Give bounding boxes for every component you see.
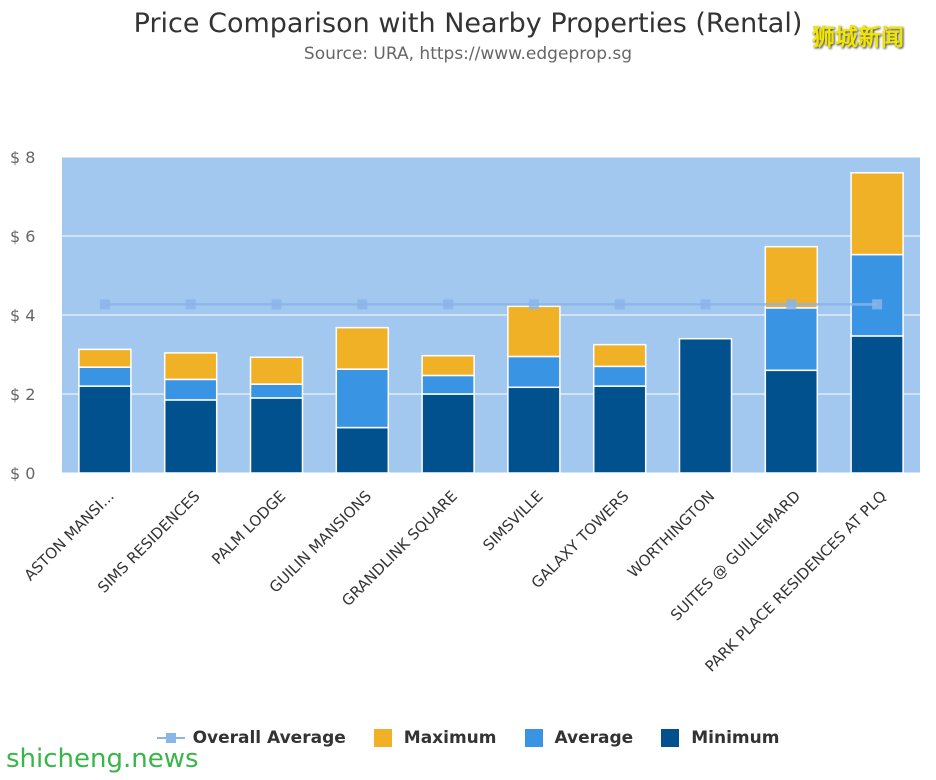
legend-label: Average bbox=[554, 728, 634, 748]
legend-symbol-box bbox=[373, 729, 392, 747]
watermark-top: 狮城新闻 bbox=[812, 25, 904, 51]
bar-average bbox=[421, 374, 475, 395]
watermark-bottom: shicheng.news bbox=[6, 744, 199, 774]
y-tick-label: $ 4 bbox=[10, 306, 35, 325]
bar-average bbox=[249, 383, 304, 399]
overall-average-point bbox=[357, 299, 368, 310]
chart-title: Price Comparison with Nearby Properties … bbox=[133, 8, 803, 39]
bar-minimum bbox=[249, 397, 304, 474]
legend-label: Overall Average bbox=[192, 728, 346, 748]
legend-label: Maximum bbox=[403, 728, 497, 748]
y-tick-label: $ 6 bbox=[10, 227, 35, 246]
legend-item-average[interactable]: Average bbox=[524, 728, 634, 748]
overall-average-point bbox=[99, 299, 110, 310]
bar-maximum bbox=[249, 356, 304, 385]
x-tick-label: SIMSVILLE bbox=[479, 487, 546, 554]
bar-average bbox=[764, 307, 819, 372]
x-tick-label: ASTON MANSI... bbox=[21, 487, 118, 584]
bar-maximum bbox=[78, 348, 132, 368]
overall-average-point bbox=[700, 299, 711, 310]
bar-minimum bbox=[678, 337, 733, 474]
y-tick-label: $ 8 bbox=[10, 148, 35, 167]
bar-average bbox=[78, 366, 132, 387]
x-tick-label: WORTHINGTON bbox=[624, 487, 718, 581]
legend-label: Minimum bbox=[691, 728, 780, 748]
bar-maximum bbox=[764, 245, 819, 309]
y-tick-label: $ 0 bbox=[10, 464, 35, 483]
legend-item-overall-average[interactable]: Overall Average bbox=[156, 728, 346, 748]
legend-symbol-box bbox=[661, 729, 680, 747]
bar-maximum bbox=[592, 343, 647, 368]
bar-maximum bbox=[335, 326, 390, 370]
overall-average-point bbox=[443, 299, 454, 310]
bar-maximum bbox=[163, 352, 218, 381]
overall-average-point bbox=[872, 299, 883, 310]
legend-item-maximum[interactable]: Maximum bbox=[373, 728, 497, 748]
bar-minimum bbox=[592, 385, 647, 474]
legend-symbol-box bbox=[524, 729, 543, 747]
x-tick-label: PARK PLACE RESIDENCES AT PLQ bbox=[702, 487, 890, 675]
bar-minimum bbox=[335, 426, 390, 474]
bar-maximum bbox=[421, 354, 475, 377]
bar-minimum bbox=[163, 399, 218, 474]
overall-average-point bbox=[271, 299, 282, 310]
bar-minimum bbox=[78, 385, 132, 474]
overall-average-point bbox=[614, 299, 625, 310]
bar-average bbox=[163, 378, 218, 401]
overall-average-point bbox=[528, 299, 539, 310]
bar-minimum bbox=[850, 335, 904, 474]
chart-legend: Overall Average Maximum Average Minimum bbox=[0, 728, 936, 748]
bar-average bbox=[592, 365, 647, 387]
bar-average bbox=[507, 355, 561, 389]
y-tick-label: $ 2 bbox=[10, 385, 35, 404]
overall-average-point bbox=[185, 299, 196, 310]
bar-minimum bbox=[421, 393, 475, 474]
bar-maximum bbox=[850, 172, 904, 256]
bar-minimum bbox=[764, 369, 819, 474]
bar-minimum bbox=[507, 386, 561, 474]
overall-average-point bbox=[786, 299, 797, 310]
legend-item-minimum[interactable]: Minimum bbox=[661, 728, 779, 748]
x-tick-label: PALM LODGE bbox=[208, 487, 289, 568]
chart-subtitle: Source: URA, https://www.edgeprop.sg bbox=[303, 44, 633, 64]
bar-maximum bbox=[507, 305, 561, 358]
legend-symbol-line bbox=[156, 731, 185, 745]
bar-average bbox=[335, 368, 390, 429]
bar-average bbox=[850, 253, 904, 337]
